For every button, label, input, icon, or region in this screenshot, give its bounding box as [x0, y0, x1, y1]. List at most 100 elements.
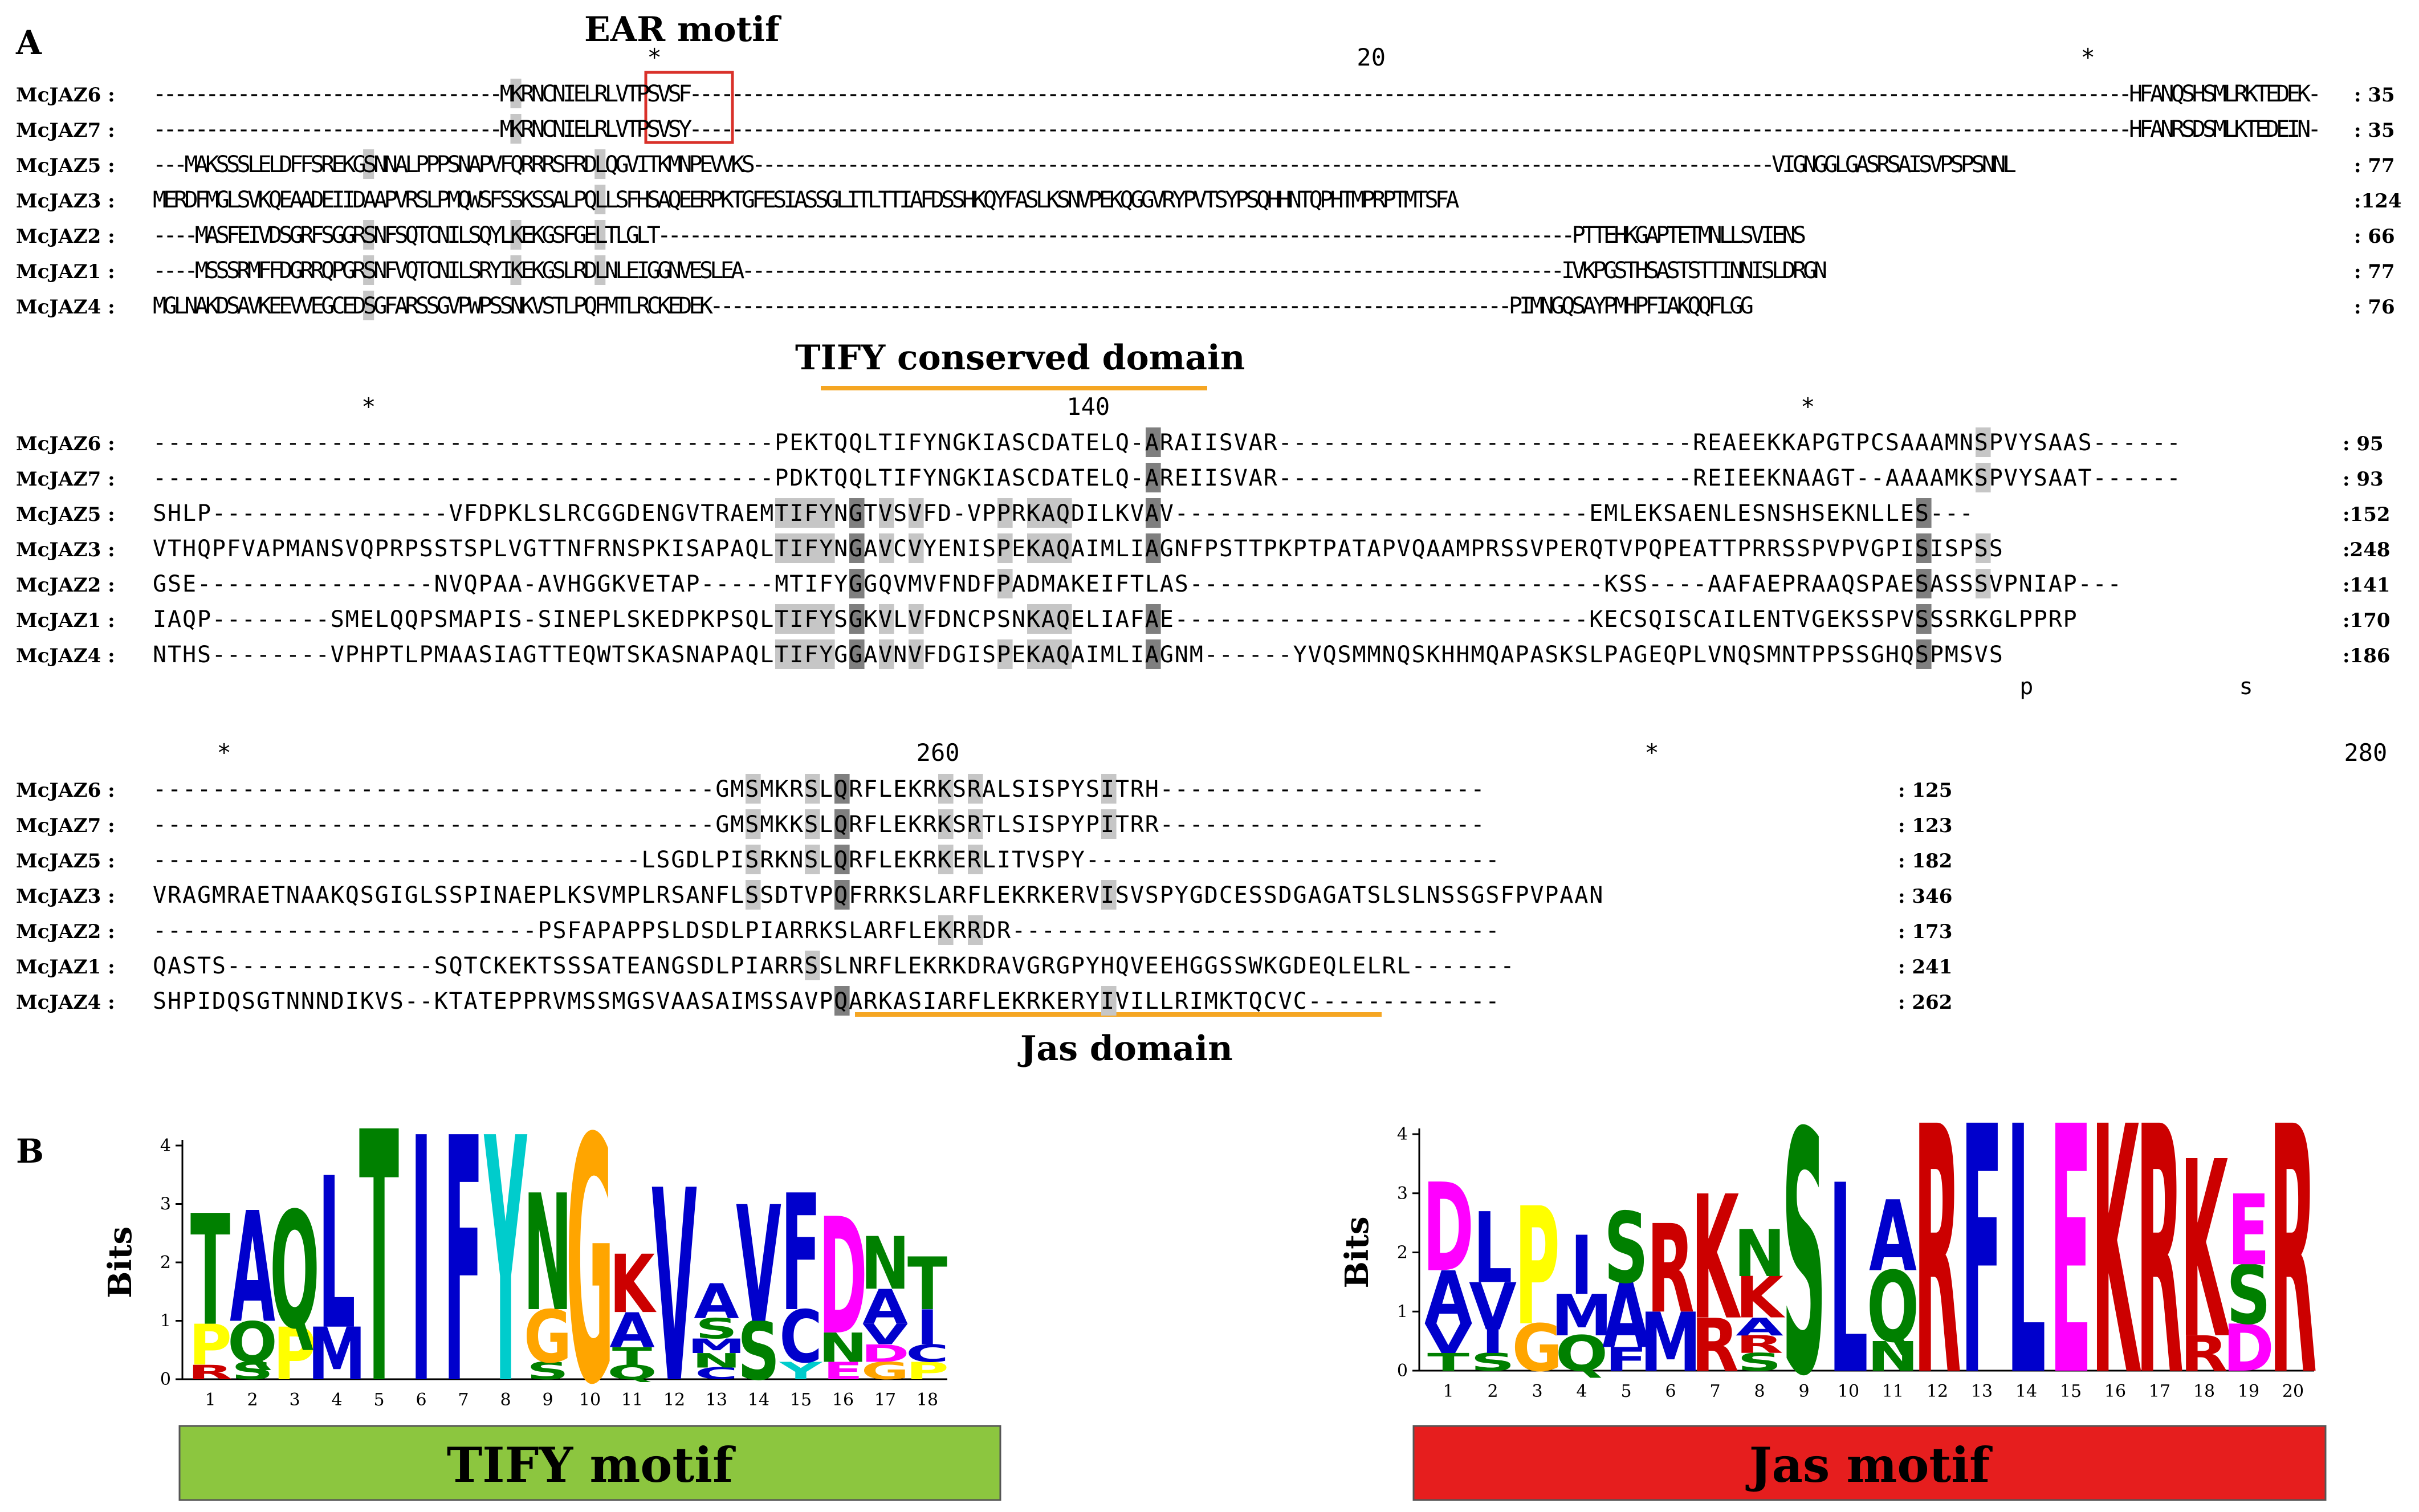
position-label: 18	[2193, 1381, 2215, 1401]
logo-letter: S	[1604, 1192, 1648, 1305]
shade-cell	[968, 809, 983, 839]
logo-letter: D	[818, 1184, 867, 1371]
ruler-number: 140	[1066, 393, 1110, 421]
ruler-number: 260	[917, 739, 960, 767]
sequence-residues: MERDFMGLSVKQEAADEIIDAAPVRSLPMQWSFSSKSSAL…	[153, 187, 1459, 213]
residue-count: : 241	[1898, 956, 1952, 979]
shade-cell	[997, 533, 1013, 563]
ruler-star: *	[2080, 43, 2095, 71]
sequence-name: McJAZ7 :	[16, 119, 115, 142]
shade-cell	[834, 774, 850, 804]
shade-cell	[805, 498, 820, 528]
logo-letter: N	[692, 1350, 741, 1373]
alignment-block-1: *20*40*60*80*100*120McJAZ6 :------------…	[16, 43, 2402, 320]
sequence-residues: ----------------------------------------…	[153, 465, 2182, 491]
position-label: 17	[874, 1390, 896, 1410]
position-label: 4	[1576, 1381, 1587, 1401]
sequence-residues: ---------------------------------LSGDLPI…	[153, 847, 1500, 873]
shade-cell	[938, 845, 954, 874]
y-axis-label: Bits	[1338, 1217, 1376, 1289]
logo-letter: T	[612, 1342, 653, 1370]
logo-letter: S	[527, 1357, 569, 1385]
logo-letter: M	[308, 1313, 366, 1397]
tify-motif-label: TIFY motif	[447, 1437, 736, 1493]
shade-cell	[1976, 569, 1991, 598]
alignment-row: McJAZ2 : GSE----------------NVQPAA-AVHGGK…	[16, 571, 2391, 597]
logo-letter: I	[917, 1300, 938, 1356]
sequence-name: McJAZ5 :	[16, 154, 115, 177]
logo-letter: C	[779, 1295, 822, 1379]
tify-domain-bar	[821, 386, 1207, 390]
logo-letter: K	[2091, 1056, 2141, 1452]
shade-cell	[1916, 639, 1932, 669]
shade-cell	[1101, 986, 1117, 1016]
shade-cell	[1027, 498, 1042, 528]
logo-letter: I	[1481, 1323, 1504, 1361]
shade-cell	[1057, 639, 1072, 669]
y-tick-label: 2	[1397, 1243, 1408, 1263]
shade-cell	[909, 498, 924, 528]
logo-letter: Q	[270, 1179, 319, 1365]
sequence-residues: IAQP--------SMELQQPSMAPIS-SINEPLSKEDPKPS…	[153, 606, 2078, 633]
logo-letter: F	[1961, 1056, 2003, 1452]
logo-letter: N	[861, 1222, 910, 1306]
shade-cell	[834, 809, 850, 839]
ruler-star: *	[647, 43, 662, 71]
shade-cell	[1146, 604, 1161, 634]
residue-count: :124	[2354, 190, 2402, 213]
logo-letter: R	[1647, 1199, 1694, 1340]
shade-cell	[805, 604, 820, 634]
sequence-name: McJAZ2 :	[16, 920, 115, 943]
y-tick-label: 4	[1397, 1124, 1408, 1144]
sequence-residues: QASTS--------------SQTCKEKTSSSATEANGSDLP…	[153, 953, 1515, 979]
alignment-row: McJAZ6 : --------------------------------…	[16, 430, 2384, 456]
logo-letter: L	[2006, 1056, 2046, 1452]
position-label: 5	[373, 1390, 384, 1410]
position-label: 12	[1927, 1381, 1948, 1401]
position-label: 5	[1620, 1381, 1631, 1401]
logo-letter: Q	[1867, 1250, 1919, 1364]
logo-letter: T	[190, 1183, 230, 1360]
logo-letter: F	[781, 1161, 821, 1347]
shade-cell	[834, 880, 850, 910]
position-label: 11	[621, 1390, 643, 1410]
shade-cell	[834, 845, 850, 874]
shade-cell	[909, 604, 924, 634]
position-label: 15	[2060, 1381, 2082, 1401]
residue-count: : 35	[2354, 119, 2395, 142]
shade-cell	[1976, 533, 1991, 563]
shade-cell	[1027, 639, 1042, 669]
sequence-residues: NTHS--------VPHPTLPMAASIAGTTEQWTSKASNAPA…	[153, 642, 2004, 668]
logo-letter: S	[738, 1306, 780, 1399]
logo-letter: Q	[607, 1361, 657, 1384]
shade-cell	[1146, 463, 1161, 492]
position-label: 1	[1443, 1381, 1453, 1401]
residue-count: : 173	[1898, 920, 1952, 943]
residue-count: :186	[2343, 645, 2391, 667]
logo-letter: E	[823, 1357, 863, 1385]
sequence-name: McJAZ7 :	[16, 814, 115, 837]
y-tick-label: 3	[1397, 1184, 1408, 1204]
position-label: 13	[1971, 1381, 1993, 1401]
logo-letter: R	[1736, 1331, 1783, 1359]
shade-cell	[820, 604, 835, 634]
residue-count: : 93	[2343, 468, 2384, 491]
position-label: 15	[790, 1390, 812, 1410]
consensus-letter: s	[2239, 674, 2253, 700]
shade-cell	[594, 220, 606, 250]
shade-cell	[775, 604, 791, 634]
logo-letter: F	[1605, 1341, 1647, 1379]
jas-motif-box	[1412, 1425, 2327, 1501]
residue-count: :170	[2343, 609, 2391, 632]
position-label: 17	[2149, 1381, 2170, 1401]
logo-letter: I	[1570, 1219, 1593, 1313]
logo-letter: S	[2226, 1248, 2271, 1342]
ruler-star: *	[361, 393, 376, 421]
alignment-block-2: *140*160*180*200*220*240McJAZ6 :--------…	[16, 393, 2391, 700]
logo-letter: R	[1913, 1056, 1961, 1452]
shade-cell	[879, 498, 894, 528]
shade-cell	[363, 291, 374, 320]
residue-count: : 77	[2354, 260, 2395, 283]
residue-count: : 125	[1898, 779, 1952, 802]
ruler-star: *	[1644, 739, 1659, 767]
